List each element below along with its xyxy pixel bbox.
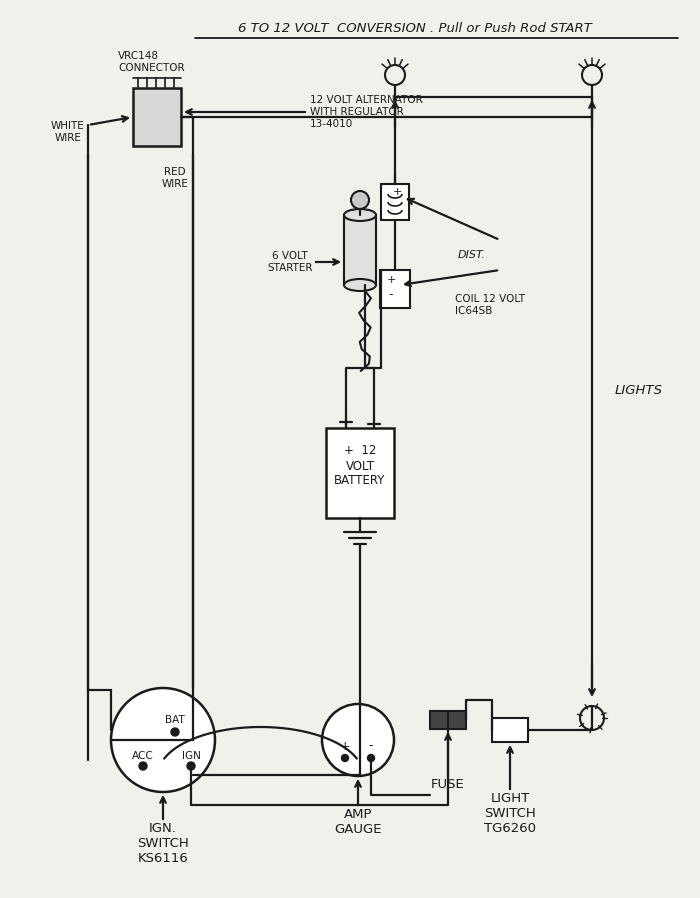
Circle shape — [139, 762, 147, 770]
Text: LIGHT
SWITCH
TG6260: LIGHT SWITCH TG6260 — [484, 792, 536, 835]
Bar — [326, 428, 394, 518]
Text: AMP
GAUGE: AMP GAUGE — [335, 808, 382, 836]
Ellipse shape — [344, 279, 376, 291]
Bar — [492, 718, 528, 742]
Text: 6 TO 12 VOLT  CONVERSION . Pull or Push Rod START: 6 TO 12 VOLT CONVERSION . Pull or Push R… — [238, 22, 592, 34]
Circle shape — [171, 728, 179, 736]
Bar — [381, 184, 409, 220]
Text: 6 VOLT
STARTER: 6 VOLT STARTER — [267, 251, 313, 273]
Text: VRC148
CONNECTOR: VRC148 CONNECTOR — [118, 51, 185, 73]
Bar — [133, 88, 181, 146]
Text: WHITE
WIRE: WHITE WIRE — [51, 121, 85, 143]
Text: +  12
VOLT
BATTERY: + 12 VOLT BATTERY — [335, 445, 386, 488]
Circle shape — [111, 688, 215, 792]
Text: IGN.
SWITCH
KS6116: IGN. SWITCH KS6116 — [137, 822, 189, 865]
Text: ACC: ACC — [132, 751, 154, 761]
Text: DIST.: DIST. — [458, 250, 486, 260]
Text: -: - — [369, 739, 373, 753]
Text: 12 VOLT ALTERNATOR
WITH REGULATOR
13-4010: 12 VOLT ALTERNATOR WITH REGULATOR 13-401… — [310, 95, 423, 128]
Text: BAT: BAT — [165, 715, 185, 725]
Text: LIGHTS: LIGHTS — [615, 383, 663, 397]
Circle shape — [342, 754, 349, 762]
Text: FUSE: FUSE — [431, 778, 465, 791]
Circle shape — [322, 704, 394, 776]
Text: IGN: IGN — [181, 751, 200, 761]
Circle shape — [187, 762, 195, 770]
Bar — [344, 215, 376, 285]
Circle shape — [368, 754, 374, 762]
Circle shape — [351, 191, 369, 209]
Ellipse shape — [344, 209, 376, 221]
Text: +: + — [386, 275, 395, 285]
Bar — [430, 711, 466, 729]
Text: RED
WIRE: RED WIRE — [162, 167, 188, 189]
Text: -: - — [389, 288, 393, 302]
Text: +: + — [392, 187, 402, 197]
Text: COIL 12 VOLT
IC64SB: COIL 12 VOLT IC64SB — [455, 295, 525, 316]
Text: +: + — [340, 739, 350, 753]
Bar — [380, 270, 410, 308]
